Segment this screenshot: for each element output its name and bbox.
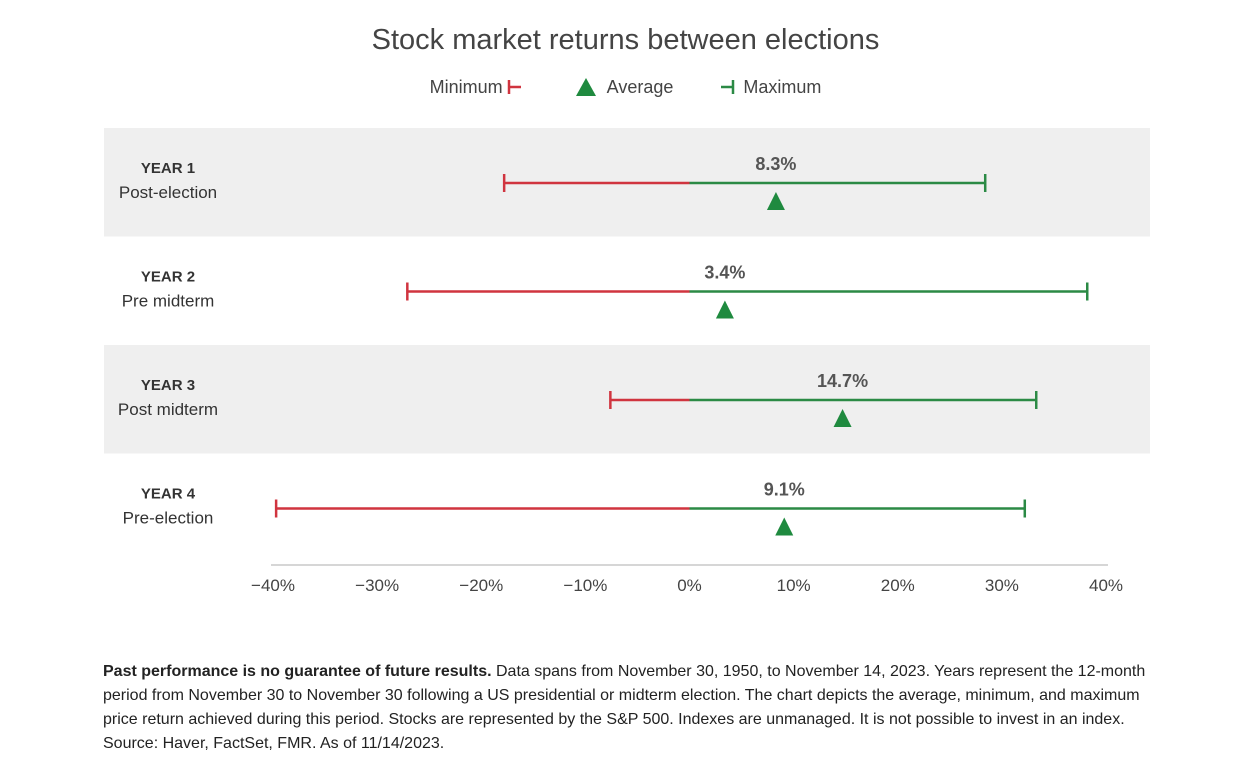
- x-tick-label: 20%: [881, 576, 915, 595]
- chart-title: Stock market returns between elections: [371, 24, 880, 56]
- legend-average-label: Average: [606, 76, 674, 97]
- category-label: YEAR 3: [141, 377, 195, 394]
- x-tick-label: 40%: [1089, 576, 1123, 595]
- category-sublabel: Post-election: [119, 183, 217, 202]
- category-label: YEAR 2: [141, 269, 195, 286]
- average-marker: [775, 517, 794, 536]
- minimum-marker-icon: [507, 80, 521, 94]
- maximum-marker-icon: [721, 80, 735, 94]
- x-tick-label: −30%: [355, 576, 399, 595]
- average-marker: [766, 192, 785, 210]
- average-value-label: 14.7%: [817, 371, 868, 391]
- average-marker: [833, 409, 852, 427]
- x-tick-label: −10%: [563, 576, 607, 595]
- category-label: YEAR 4: [141, 486, 196, 503]
- average-value-label: 8.3%: [755, 154, 796, 174]
- footnote-text: Data spans from November 30, 1950, to No…: [103, 663, 1146, 752]
- range-chart: YEAR 1 Post-election 8.3% YEAR 2 Pre midterm…: [104, 128, 1150, 595]
- x-tick-label: −20%: [459, 576, 503, 595]
- footnote-bold: Past performance is no guarantee of futu…: [103, 663, 492, 680]
- legend-maximum: Maximum: [717, 77, 821, 98]
- category-sublabel: Pre-election: [123, 509, 214, 528]
- x-tick-label: 0%: [677, 576, 702, 595]
- category-label: YEAR 1: [141, 160, 195, 177]
- legend: Minimum Average Maximum: [0, 76, 1251, 98]
- average-triangle-icon: [575, 78, 596, 96]
- average-value-label: 3.4%: [704, 263, 745, 283]
- category-sublabel: Post midterm: [118, 400, 218, 419]
- x-tick-label: 10%: [777, 576, 811, 595]
- legend-minimum: Minimum: [430, 77, 527, 98]
- x-tick-label: 30%: [985, 576, 1019, 595]
- category-sublabel: Pre midterm: [122, 292, 215, 311]
- legend-minimum-label: Minimum: [429, 76, 503, 97]
- legend-maximum-label: Maximum: [743, 76, 822, 97]
- average-value-label: 9.1%: [764, 480, 805, 500]
- footnote: Past performance is no guarantee of futu…: [103, 660, 1163, 756]
- average-marker: [715, 300, 734, 319]
- legend-average: Average: [571, 76, 674, 98]
- x-tick-label: −40%: [251, 576, 295, 595]
